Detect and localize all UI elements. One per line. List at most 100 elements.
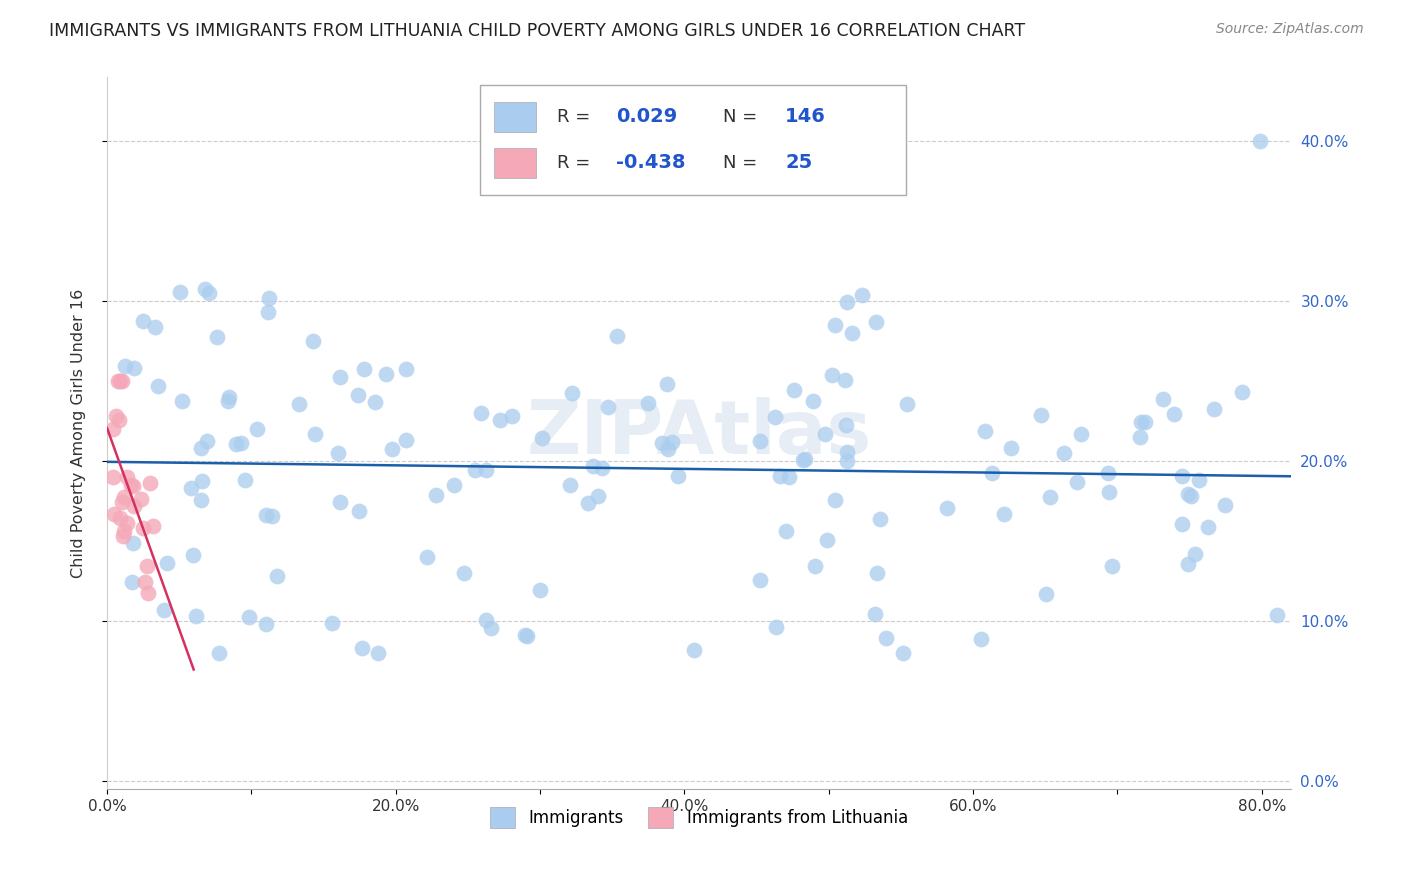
Text: Source: ZipAtlas.com: Source: ZipAtlas.com: [1216, 22, 1364, 37]
Point: [1197, 520, 1219, 534]
Point: [145, 320, 167, 334]
Point: [1097, 485, 1119, 500]
Point: [474, 463, 496, 477]
Point: [115, 516, 138, 531]
Point: [651, 436, 673, 450]
Point: [329, 369, 352, 384]
Point: [1171, 517, 1194, 532]
Point: [353, 361, 375, 376]
Point: [101, 470, 124, 484]
Point: [142, 518, 165, 533]
Point: [375, 368, 398, 382]
Point: [238, 610, 260, 624]
Point: [657, 377, 679, 392]
Point: [1066, 475, 1088, 490]
Text: R =: R =: [557, 153, 591, 172]
Point: [131, 491, 153, 506]
Point: [197, 286, 219, 301]
Text: ZIPAtlas: ZIPAtlas: [526, 397, 872, 470]
Point: [218, 391, 240, 405]
Point: [169, 285, 191, 300]
Point: [304, 426, 326, 441]
Point: [259, 291, 281, 305]
FancyBboxPatch shape: [494, 102, 536, 131]
Point: [835, 417, 858, 432]
Point: [1163, 408, 1185, 422]
Point: [561, 385, 583, 400]
Point: [1180, 489, 1202, 503]
Point: [1249, 135, 1271, 149]
Point: [453, 566, 475, 581]
Text: -0.438: -0.438: [616, 153, 686, 172]
Point: [824, 493, 846, 508]
Point: [824, 318, 846, 332]
Point: [257, 305, 280, 319]
Point: [395, 362, 418, 376]
Point: [479, 621, 502, 635]
Point: [1070, 426, 1092, 441]
Point: [475, 613, 498, 627]
Point: [425, 488, 447, 502]
Point: [586, 489, 609, 503]
Point: [778, 470, 800, 484]
Point: [606, 329, 628, 343]
Point: [190, 493, 212, 508]
Point: [254, 508, 277, 522]
Point: [765, 620, 787, 634]
Point: [582, 459, 605, 474]
Point: [181, 548, 204, 562]
Point: [134, 575, 156, 590]
Point: [576, 496, 599, 510]
Point: [769, 469, 792, 483]
Point: [1039, 490, 1062, 504]
Point: [146, 379, 169, 393]
Point: [591, 461, 613, 475]
Text: IMMIGRANTS VS IMMIGRANTS FROM LITHUANIA CHILD POVERTY AMONG GIRLS UNDER 16 CORRE: IMMIGRANTS VS IMMIGRANTS FROM LITHUANIA …: [49, 22, 1025, 40]
Point: [1097, 467, 1119, 481]
Point: [190, 441, 212, 455]
Point: [1000, 441, 1022, 455]
Point: [262, 509, 284, 524]
Point: [835, 454, 858, 468]
Point: [1177, 557, 1199, 571]
Point: [683, 643, 706, 657]
Point: [180, 481, 202, 495]
Point: [834, 372, 856, 386]
Point: [598, 400, 620, 414]
Point: [489, 413, 512, 427]
Point: [326, 446, 349, 460]
Point: [266, 568, 288, 582]
Point: [112, 524, 135, 538]
Point: [793, 451, 815, 466]
Point: [1135, 415, 1157, 429]
FancyBboxPatch shape: [494, 148, 536, 178]
Point: [863, 607, 886, 621]
Point: [347, 388, 370, 402]
Point: [501, 409, 523, 423]
Point: [661, 435, 683, 450]
Point: [395, 434, 418, 448]
Point: [131, 314, 153, 328]
Point: [105, 409, 128, 423]
Point: [1029, 408, 1052, 422]
Point: [1035, 587, 1057, 601]
Point: [749, 434, 772, 449]
Point: [136, 585, 159, 599]
Point: [891, 646, 914, 660]
Point: [970, 632, 993, 646]
Point: [1213, 499, 1236, 513]
Point: [775, 524, 797, 538]
Text: N =: N =: [723, 153, 756, 172]
Point: [1129, 430, 1152, 444]
Point: [993, 507, 1015, 521]
Point: [352, 641, 374, 656]
Point: [558, 478, 581, 492]
Point: [111, 375, 134, 389]
Point: [121, 575, 143, 590]
Point: [1101, 558, 1123, 573]
Point: [657, 442, 679, 457]
Point: [120, 477, 142, 491]
Point: [835, 295, 858, 310]
Point: [801, 393, 824, 408]
Point: [217, 393, 239, 408]
